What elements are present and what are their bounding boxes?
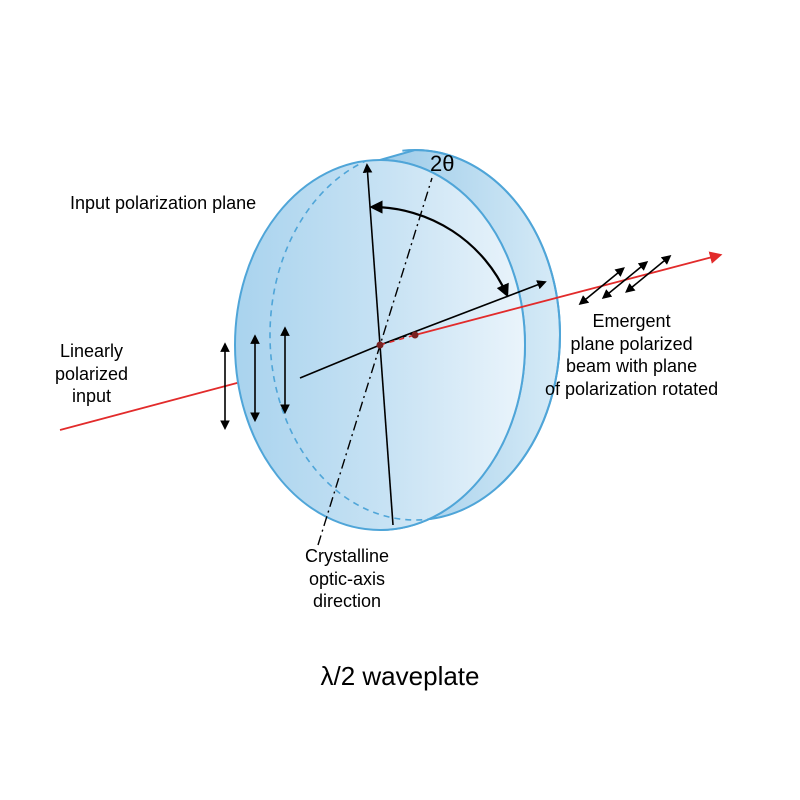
diagram-title: λ/2 waveplate (0, 660, 800, 693)
label-linearly-polarized-input: Linearly polarized input (55, 340, 128, 408)
label-optic-axis: Crystalline optic-axis direction (305, 545, 389, 613)
center-dot-back (412, 332, 419, 339)
label-input-pol-plane: Input polarization plane (70, 192, 256, 215)
output-polarization-arrows (580, 256, 670, 304)
label-two-theta: 2θ (430, 150, 454, 178)
label-emergent: Emergent plane polarized beam with plane… (545, 310, 718, 400)
center-dot-front (377, 342, 384, 349)
